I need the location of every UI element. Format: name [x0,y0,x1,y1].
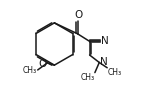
Text: CH₃: CH₃ [108,68,122,77]
Text: O: O [74,10,82,20]
Text: N: N [101,36,109,46]
Text: N: N [100,57,107,67]
Text: CH₃: CH₃ [23,66,37,75]
Text: O: O [39,59,47,69]
Text: CH₃: CH₃ [80,73,94,82]
